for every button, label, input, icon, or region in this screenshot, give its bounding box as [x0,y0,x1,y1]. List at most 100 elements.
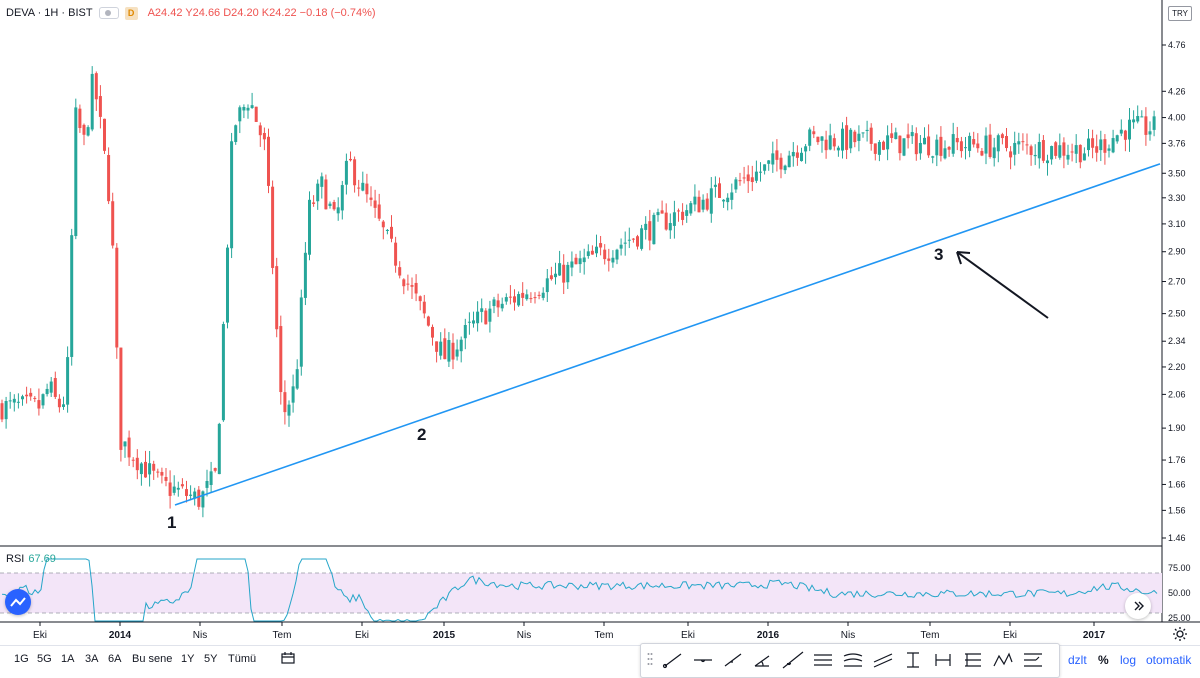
candle-body [759,171,762,173]
flat-top-bottom-icon[interactable] [871,650,895,670]
candle-body [681,211,685,220]
period-button-6a[interactable]: 6A [108,653,122,665]
candle-body [959,141,963,152]
annotation-label-1[interactable]: 1 [167,513,177,532]
candle-body [291,386,295,403]
candle-body [742,177,746,179]
date-range-icon[interactable] [901,650,925,670]
symbol-title[interactable]: DEVA · 1H · BIST [6,7,93,19]
candle-body [70,235,74,357]
candle-body [1144,116,1148,135]
candle-body [180,484,184,487]
projection-icon[interactable] [1021,650,1045,670]
price-range-icon[interactable] [931,650,955,670]
settings-gear-icon[interactable] [1172,626,1188,642]
drag-handle-icon[interactable] [647,652,653,668]
price-axis-label: 2.90 [1168,247,1186,257]
candle-body [1095,146,1099,153]
candle-body [701,199,705,210]
scale-auto-toggle[interactable]: otomatik [1146,653,1192,667]
candle-body [964,147,967,149]
regression-trend-icon[interactable] [841,650,865,670]
candle-body [529,298,533,300]
candle-body [611,257,615,263]
candle-body [357,187,361,189]
scale-log-toggle[interactable]: log [1120,653,1137,667]
period-button-tümü[interactable]: Tümü [228,653,257,665]
pattern-icon[interactable] [991,650,1015,670]
candle-body [668,223,672,231]
price-axis-label: 2.50 [1168,309,1186,319]
candle-body [115,247,119,348]
price-axis-label: 1.66 [1168,479,1186,489]
candle-body [787,155,791,168]
candle-body [197,489,201,507]
date-range-picker-icon[interactable] [281,651,297,665]
annotation-arrowhead [956,251,971,265]
candle-body [570,261,574,268]
period-button-5y[interactable]: 5Y [204,653,218,665]
candle-body [29,392,33,397]
rsi-legend: RSI 67.69 [6,553,56,565]
extended-line-icon[interactable] [781,650,805,670]
candle-body [537,294,541,296]
scale-percent-toggle[interactable]: % [1098,653,1109,667]
candle-body [636,236,639,247]
candle-body [894,132,898,140]
annotation-label-2[interactable]: 2 [417,425,427,444]
time-axis-label: Nis [841,630,855,641]
candle-body [808,129,812,146]
candle-body [1066,154,1070,160]
candle-body [406,283,410,285]
candle-body [279,326,283,393]
candle-body [66,357,70,405]
candle-body [861,132,865,134]
price-axis-label: 4.26 [1168,86,1186,96]
period-button-3a[interactable]: 3A [85,653,99,665]
candle-body [381,221,385,228]
period-button-1a[interactable]: 1A [61,653,75,665]
annotation-label-3[interactable]: 3 [934,245,944,264]
parallel-channel-icon[interactable] [811,650,835,670]
support-trendline [174,163,1161,506]
candle-body [541,292,545,298]
candle-body [652,214,656,245]
price-axis-label: 3.10 [1168,219,1186,229]
period-button-bu-sene[interactable]: Bu sene [132,653,173,665]
chart-logo-button[interactable] [5,589,31,615]
trend-angle-icon[interactable] [751,650,775,670]
candle-body [221,324,225,421]
candle-body [349,158,352,161]
candle-body [660,210,664,214]
trend-line-icon[interactable] [661,650,685,670]
candle-body [619,244,623,249]
candle-body [467,321,471,323]
candle-body [213,468,217,471]
scale-dzlt-toggle[interactable]: dzlt [1068,653,1087,667]
candle-body [1140,116,1144,118]
horizontal-ray-icon[interactable] [691,650,715,670]
rsi-label-text[interactable]: RSI [6,553,25,565]
candle-body [1058,145,1062,158]
price-axis-label: 3.50 [1168,168,1186,178]
visibility-eye-icon[interactable] [98,7,119,19]
candle-body [664,212,668,230]
candle-body [295,369,299,389]
rsi-band [0,573,1162,613]
info-line-icon[interactable] [721,650,745,670]
date-price-range-icon[interactable] [961,650,985,670]
candle-body [344,160,348,185]
candle-body [705,198,709,210]
candle-body [750,177,754,183]
currency-badge[interactable]: TRY [1168,6,1192,21]
scroll-to-realtime-button[interactable] [1125,593,1151,619]
period-button-5g[interactable]: 5G [37,653,52,665]
period-button-1y[interactable]: 1Y [181,653,195,665]
candle-body [722,199,726,202]
candle-body [447,340,451,362]
candle-body [713,184,717,187]
candle-body [230,141,234,249]
period-button-1g[interactable]: 1G [14,653,29,665]
candle-body [21,396,24,400]
